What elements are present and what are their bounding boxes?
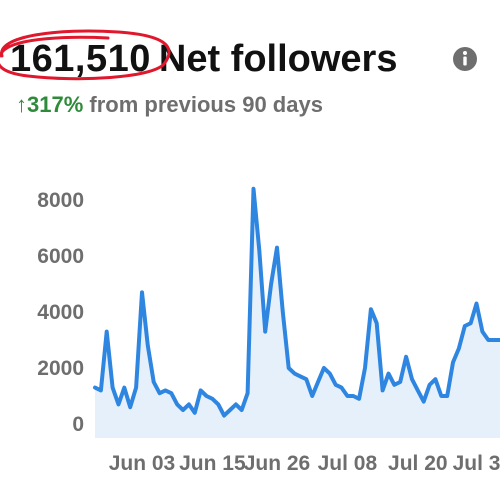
x-tick-label: Jun 03: [109, 452, 176, 475]
y-tick-label: 0: [72, 413, 84, 436]
y-tick-label: 6000: [37, 245, 84, 268]
change-text: from previous 90 days: [89, 92, 323, 117]
x-tick-label: Jun 15: [179, 452, 246, 475]
change-arrow: ↑: [16, 92, 27, 117]
info-icon-bar: [463, 56, 467, 66]
change-line: ↑317% from previous 90 days: [16, 92, 323, 118]
y-tick-label: 8000: [37, 189, 84, 212]
x-tick-label: Jul 31: [453, 452, 500, 475]
net-followers-label: Net followers: [158, 37, 398, 80]
x-tick-label: Jul 08: [318, 452, 378, 475]
y-axis: 0 2000 4000 6000 8000: [37, 189, 84, 436]
y-tick-label: 4000: [37, 301, 84, 324]
x-tick-label: Jun 26: [244, 452, 311, 475]
area-fill: [95, 188, 500, 438]
change-percent: 317%: [27, 92, 84, 117]
x-tick-label: Jul 20: [388, 452, 448, 475]
info-icon-dot: [463, 51, 467, 55]
y-tick-label: 2000: [37, 357, 84, 380]
series-line: [93, 186, 500, 418]
info-icon[interactable]: [452, 46, 478, 72]
